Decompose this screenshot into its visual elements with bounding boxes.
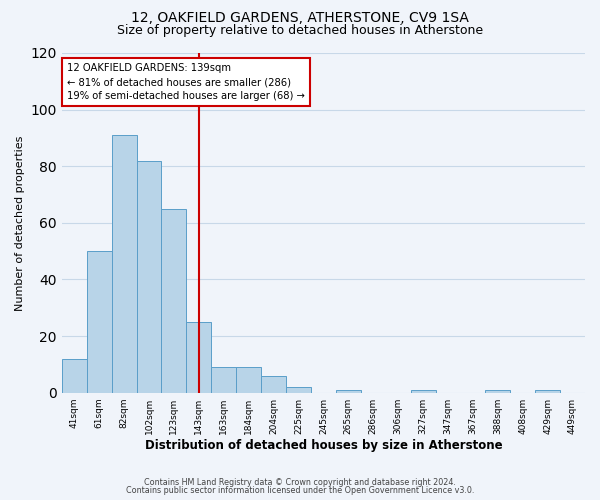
Bar (161, 208, 187, 392)
Text: Size of property relative to detached houses in Atherstone: Size of property relative to detached ho… (117, 24, 483, 37)
Bar (535, 390, 560, 392)
Y-axis label: Number of detached properties: Number of detached properties (15, 135, 25, 310)
Bar (286, 387, 311, 392)
Bar (236, 367, 261, 392)
Bar (336, 390, 361, 392)
Bar (62, 358, 87, 392)
Bar (485, 390, 510, 392)
Bar (112, 135, 137, 392)
Text: Contains public sector information licensed under the Open Government Licence v3: Contains public sector information licen… (126, 486, 474, 495)
Bar (187, 322, 211, 392)
Bar (137, 160, 161, 392)
Text: 12, OAKFIELD GARDENS, ATHERSTONE, CV9 1SA: 12, OAKFIELD GARDENS, ATHERSTONE, CV9 1S… (131, 11, 469, 25)
Bar (261, 376, 286, 392)
Bar (87, 251, 112, 392)
Text: 12 OAKFIELD GARDENS: 139sqm
← 81% of detached houses are smaller (286)
19% of se: 12 OAKFIELD GARDENS: 139sqm ← 81% of det… (67, 63, 305, 101)
Bar (211, 367, 236, 392)
Text: Contains HM Land Registry data © Crown copyright and database right 2024.: Contains HM Land Registry data © Crown c… (144, 478, 456, 487)
X-axis label: Distribution of detached houses by size in Atherstone: Distribution of detached houses by size … (145, 440, 502, 452)
Bar (410, 390, 436, 392)
